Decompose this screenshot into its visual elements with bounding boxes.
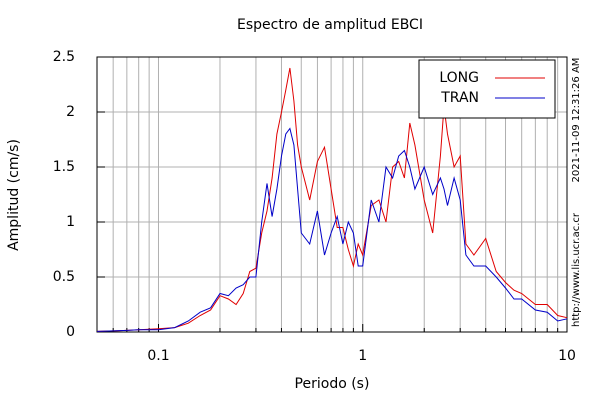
timestamp: 2021-11-09 12:31:26 AM: [571, 58, 582, 183]
y-tick-label: 2.5: [53, 49, 75, 65]
line-series: [96, 127, 568, 332]
x-tick-label: 10: [558, 348, 576, 364]
chart-title: Espectro de amplitud EBCI: [237, 17, 423, 33]
x-tick-label: 1: [358, 348, 367, 364]
legend-box: [418, 59, 556, 119]
y-axis-label: Amplitud (cm/s): [6, 139, 22, 251]
line-series: [96, 67, 568, 332]
legend-label: TRAN: [440, 90, 479, 106]
source-url: http://www.lis.ucr.ac.cr: [571, 212, 582, 327]
y-tick-label: 0.5: [53, 269, 75, 285]
y-tick-label: 0: [66, 324, 75, 340]
legend-label: LONG: [439, 70, 479, 86]
y-tick-label: 1.5: [53, 159, 75, 175]
plot-frame: [96, 56, 568, 333]
x-tick-label: 0.1: [147, 348, 169, 364]
y-tick-label: 1: [66, 214, 75, 230]
y-tick-label: 2: [66, 104, 75, 120]
x-axis-label: Periodo (s): [295, 376, 370, 392]
